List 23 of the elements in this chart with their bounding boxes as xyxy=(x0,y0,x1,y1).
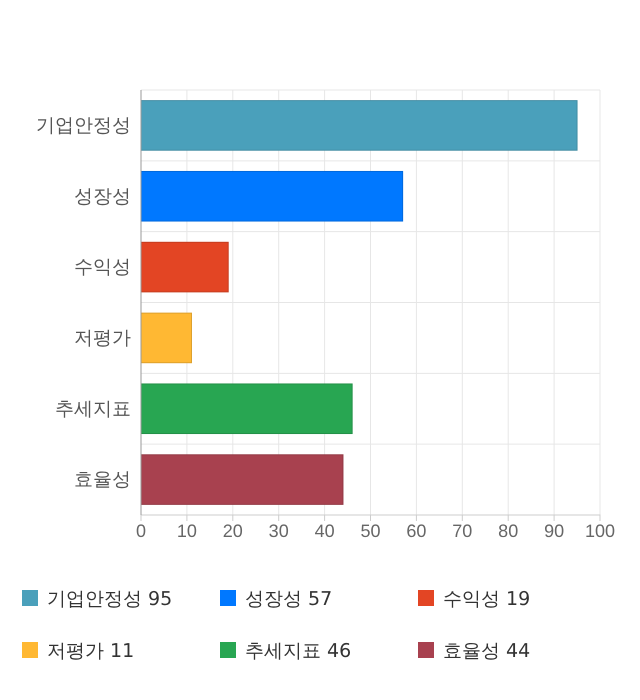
x-tick-label: 70 xyxy=(452,520,472,541)
y-tick-label: 추세지표 xyxy=(55,398,131,420)
x-tick-label: 50 xyxy=(360,520,381,541)
x-tick-label: 100 xyxy=(584,520,616,541)
legend-label: 효율성 44 xyxy=(443,640,530,662)
y-tick-label: 효율성 xyxy=(74,470,131,491)
legend-label: 기업안정성 95 xyxy=(47,588,172,610)
x-tick-label: 30 xyxy=(268,520,289,541)
y-tick-label: 저평가 xyxy=(74,328,131,349)
x-tick-label: 60 xyxy=(406,520,426,541)
x-tick-label: 20 xyxy=(222,520,243,541)
x-tick-label: 90 xyxy=(544,520,564,541)
x-tick-label: 0 xyxy=(136,520,146,541)
x-tick-label: 80 xyxy=(498,520,518,541)
y-tick-label: 기업안정성 xyxy=(36,115,131,136)
y-tick-label: 수익성 xyxy=(74,257,131,278)
legend-label: 추세지표 46 xyxy=(245,640,352,662)
legend-label: 저평가 11 xyxy=(47,640,134,662)
y-tick-label: 성장성 xyxy=(74,186,131,208)
x-tick-label: 10 xyxy=(176,520,197,541)
legend-label: 성장성 57 xyxy=(245,588,332,610)
legend-label: 수익성 19 xyxy=(443,588,530,610)
x-tick-label: 40 xyxy=(314,520,335,541)
